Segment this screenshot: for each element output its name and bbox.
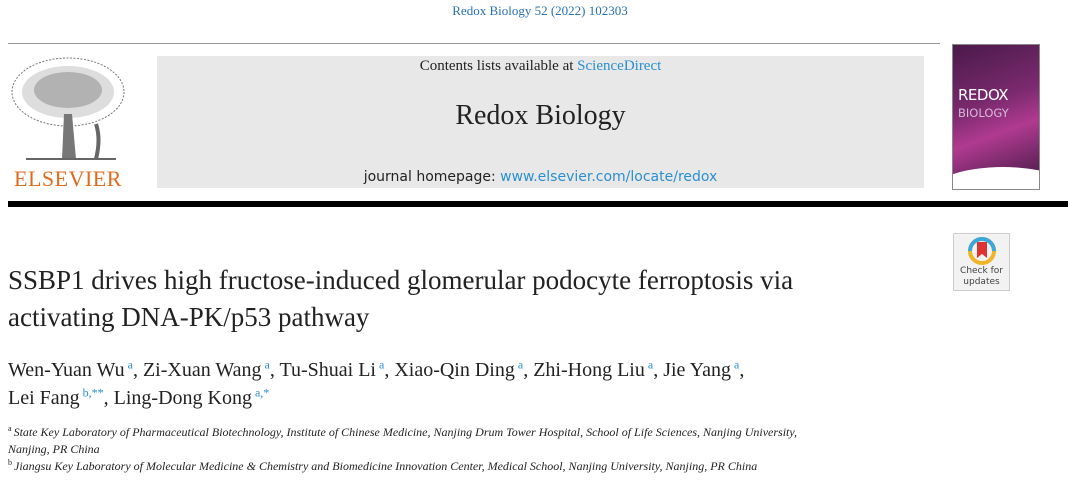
contents-prefix: Contents lists available at bbox=[419, 58, 578, 74]
author-affiliation-mark[interactable]: a bbox=[514, 357, 524, 372]
check-updates-line1: Check for bbox=[960, 266, 1003, 276]
author-name[interactable]: Wen-Yuan Wu bbox=[8, 359, 125, 381]
article-title: SSBP1 drives high fructose-induced glome… bbox=[8, 262, 938, 336]
author-affiliation-mark[interactable]: a bbox=[261, 357, 270, 372]
title-line-2: activating DNA-PK/p53 pathway bbox=[8, 302, 370, 332]
check-for-updates-button[interactable]: Check for updates bbox=[953, 233, 1010, 291]
author-affiliation-mark[interactable]: a,* bbox=[251, 385, 270, 400]
check-updates-line2: updates bbox=[963, 277, 1000, 287]
header-bar bbox=[8, 201, 1068, 207]
journal-banner: Contents lists available at ScienceDirec… bbox=[157, 56, 924, 188]
header-rule bbox=[8, 43, 940, 44]
cover-title-2: BIOLOGY bbox=[958, 106, 1009, 120]
sciencedirect-link[interactable]: ScienceDirect bbox=[577, 58, 662, 74]
author-name[interactable]: Jie Yang bbox=[663, 359, 731, 381]
author-name[interactable]: Zhi-Hong Liu bbox=[533, 359, 645, 381]
author-affiliation-mark[interactable]: a bbox=[644, 357, 654, 372]
author-name[interactable]: Xiao-Qin Ding bbox=[394, 359, 515, 381]
author-affiliation-mark[interactable]: b,** bbox=[79, 385, 104, 400]
homepage-prefix: journal homepage: bbox=[363, 169, 501, 185]
journal-cover[interactable]: REDOX BIOLOGY bbox=[952, 44, 1040, 190]
cover-curve bbox=[953, 167, 1039, 189]
author-affiliation-mark[interactable]: a bbox=[376, 357, 385, 372]
elsevier-logo: ELSEVIER bbox=[6, 54, 130, 194]
contents-line: Contents lists available at ScienceDirec… bbox=[157, 57, 924, 75]
author-name[interactable]: Zi-Xuan Wang bbox=[142, 359, 262, 381]
affiliations: a State Key Laboratory of Pharmaceutical… bbox=[8, 424, 1073, 475]
check-updates-icon bbox=[967, 237, 996, 265]
author-name[interactable]: Tu-Shuai Li bbox=[279, 359, 376, 381]
title-line-1: SSBP1 drives high fructose-induced glome… bbox=[8, 265, 794, 295]
affiliation: a State Key Laboratory of Pharmaceutical… bbox=[8, 424, 798, 457]
journal-title: Redox Biology bbox=[455, 100, 626, 131]
citation: Redox Biology 52 (2022) 102303 bbox=[452, 3, 628, 18]
author-list: Wen-Yuan Wu a, Zi-Xuan Wang a, Tu-Shuai … bbox=[8, 357, 745, 409]
author-name[interactable]: Ling-Dong Kong bbox=[113, 387, 252, 409]
author-name[interactable]: Lei Fang bbox=[8, 387, 80, 409]
affiliation: b Jiangsu Key Laboratory of Molecular Me… bbox=[8, 458, 758, 474]
homepage-link[interactable]: www.elsevier.com/locate/redox bbox=[500, 169, 718, 185]
tree-icon bbox=[11, 57, 125, 160]
cover-title-1: REDOX bbox=[958, 86, 1009, 104]
elsevier-wordmark: ELSEVIER bbox=[14, 166, 122, 191]
author-affiliation-mark[interactable]: a bbox=[124, 357, 133, 372]
author-affiliation-mark[interactable]: a bbox=[730, 357, 740, 372]
homepage-line: journal homepage: www.elsevier.com/locat… bbox=[157, 169, 924, 186]
